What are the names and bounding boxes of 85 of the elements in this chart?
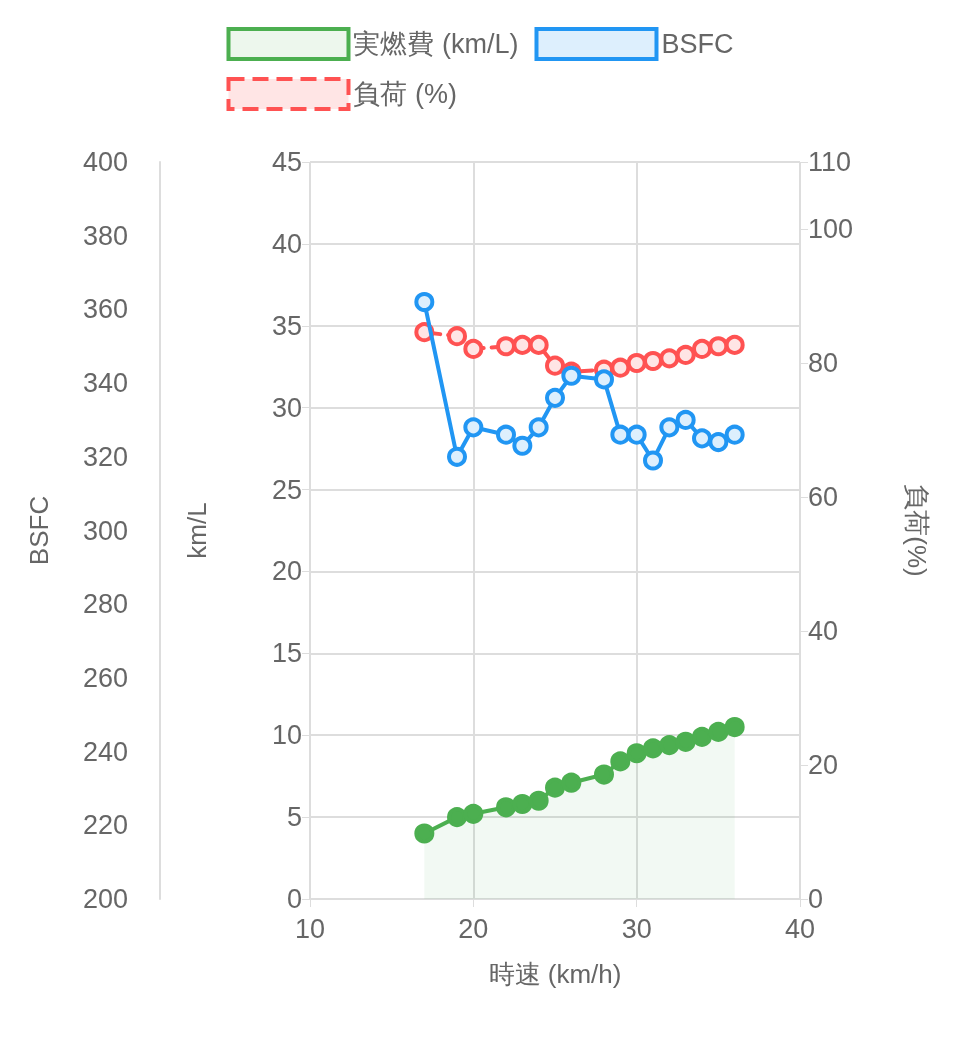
point bbox=[610, 424, 631, 445]
point bbox=[561, 772, 582, 793]
point bbox=[463, 803, 484, 824]
y2-tick-label: 220 bbox=[82, 810, 128, 841]
point bbox=[724, 717, 745, 738]
y2-tick-label: 400 bbox=[82, 147, 128, 177]
point bbox=[512, 435, 533, 456]
point bbox=[724, 424, 745, 445]
y2-tick-label: 260 bbox=[82, 662, 128, 693]
y-tick-label: 25 bbox=[271, 474, 302, 505]
point bbox=[626, 743, 647, 764]
x-tick-label: 30 bbox=[621, 913, 652, 944]
y3-tick-label: 40 bbox=[808, 616, 839, 646]
point bbox=[610, 357, 631, 378]
point bbox=[545, 355, 565, 376]
point bbox=[463, 338, 484, 359]
point bbox=[512, 794, 533, 814]
y3-tick-label: 100 bbox=[808, 214, 854, 244]
point bbox=[708, 336, 729, 357]
y2-tick-label: 200 bbox=[82, 884, 128, 914]
point bbox=[675, 409, 696, 430]
point bbox=[447, 807, 467, 828]
y2-tick-label: 300 bbox=[82, 515, 128, 546]
y-tick-label: 40 bbox=[271, 228, 302, 259]
y2-tick-label: 380 bbox=[82, 220, 128, 251]
point bbox=[594, 369, 614, 390]
point bbox=[414, 292, 435, 313]
y2-tick-label: 240 bbox=[82, 736, 128, 767]
y-tick-label: 10 bbox=[271, 720, 302, 751]
point bbox=[512, 334, 533, 355]
legend-label: 実燃費 (km/L) bbox=[353, 29, 519, 59]
point bbox=[594, 764, 614, 785]
point bbox=[545, 777, 565, 798]
y2-tick-label: 280 bbox=[82, 589, 128, 620]
point bbox=[643, 738, 663, 759]
point bbox=[692, 726, 712, 747]
y3-tick-label: 0 bbox=[808, 884, 824, 914]
point bbox=[659, 417, 680, 438]
y-tick-label: 15 bbox=[271, 638, 302, 669]
x-tick-label: 40 bbox=[784, 913, 816, 944]
point bbox=[643, 350, 663, 371]
point bbox=[610, 751, 631, 772]
point bbox=[463, 417, 484, 438]
point bbox=[659, 348, 680, 369]
y-tick-label: 0 bbox=[286, 884, 302, 914]
point bbox=[675, 731, 696, 752]
y3-axis-title: 負荷(%) bbox=[902, 484, 932, 577]
point bbox=[496, 424, 516, 445]
y-tick-label: 30 bbox=[271, 392, 302, 423]
point bbox=[659, 735, 680, 756]
legend-label: 負荷 (%) bbox=[353, 79, 457, 109]
y-tick-label: 5 bbox=[286, 802, 302, 833]
y-axis-title: km/L bbox=[182, 502, 212, 559]
point bbox=[708, 721, 729, 742]
point bbox=[496, 797, 516, 818]
y-tick-label: 20 bbox=[271, 556, 302, 587]
y2-tick-label: 320 bbox=[82, 441, 128, 472]
y3-tick-label: 110 bbox=[808, 147, 852, 177]
point bbox=[528, 790, 549, 811]
point bbox=[447, 326, 467, 347]
y3-tick-label: 80 bbox=[808, 348, 839, 378]
y-tick-label: 35 bbox=[271, 310, 302, 341]
y2-axis-title: BSFC bbox=[24, 495, 54, 566]
x-axis-title: 時速 (km/h) bbox=[488, 959, 622, 989]
point bbox=[528, 334, 549, 355]
point bbox=[414, 823, 435, 844]
point bbox=[626, 353, 647, 373]
y3-tick-label: 60 bbox=[808, 482, 839, 512]
y2-tick-label: 360 bbox=[82, 294, 128, 325]
point bbox=[545, 387, 565, 408]
legend-label: BSFC bbox=[661, 29, 734, 59]
point bbox=[692, 338, 712, 359]
point bbox=[528, 417, 549, 438]
point bbox=[724, 334, 745, 355]
x-tick-label: 20 bbox=[458, 913, 489, 944]
point bbox=[447, 446, 467, 467]
point bbox=[692, 428, 712, 449]
point bbox=[496, 336, 516, 357]
y-tick-label: 45 bbox=[271, 147, 302, 177]
y3-tick-label: 20 bbox=[808, 750, 839, 780]
point bbox=[708, 432, 729, 453]
point bbox=[675, 344, 696, 365]
point bbox=[626, 424, 647, 445]
point bbox=[643, 450, 663, 471]
y2-tick-label: 340 bbox=[82, 368, 128, 399]
